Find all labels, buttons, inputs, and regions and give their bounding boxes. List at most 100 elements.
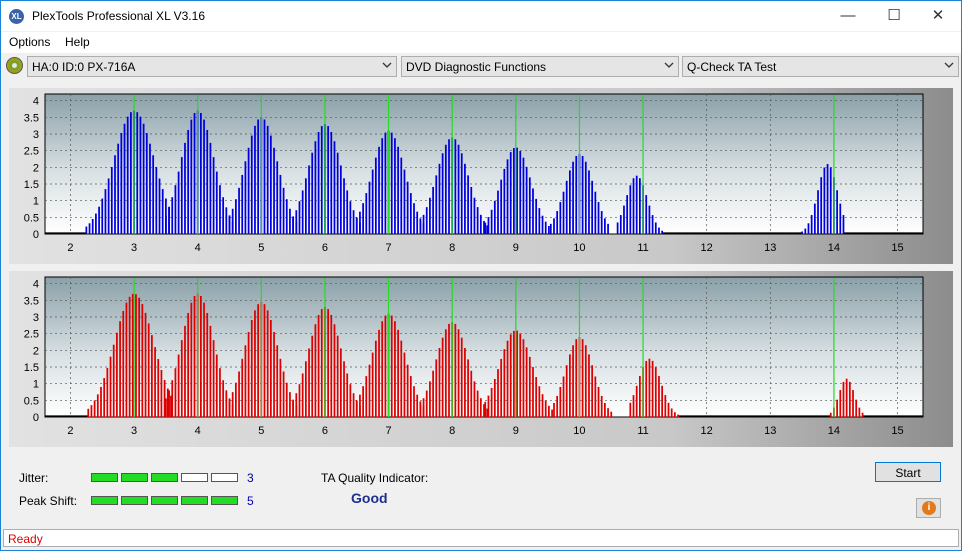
y-tick-label: 1 bbox=[33, 379, 39, 391]
histogram-bar bbox=[244, 345, 247, 417]
y-tick-label: 3 bbox=[33, 312, 39, 324]
histogram-bar bbox=[476, 207, 479, 234]
title-bar[interactable]: XL PlexTools Professional XL V3.16 — ☐ ✕ bbox=[1, 1, 961, 31]
histogram-bar bbox=[177, 171, 180, 234]
chevron-down-icon bbox=[944, 62, 954, 68]
histogram-bar bbox=[565, 365, 568, 417]
histogram-bar bbox=[639, 376, 641, 417]
histogram-bar bbox=[339, 165, 342, 234]
histogram-bar bbox=[487, 217, 490, 234]
histogram-bar bbox=[152, 155, 155, 234]
histogram-bar bbox=[572, 161, 574, 234]
x-tick-label: 7 bbox=[386, 242, 392, 254]
histogram-bar bbox=[626, 195, 629, 234]
histogram-bar bbox=[219, 185, 221, 234]
histogram-bar bbox=[575, 156, 578, 234]
histogram-bar bbox=[820, 177, 823, 234]
histogram-bar bbox=[569, 354, 571, 417]
histogram-bar bbox=[807, 223, 810, 234]
histogram-bar bbox=[457, 144, 460, 234]
histogram-bar bbox=[479, 398, 482, 417]
histogram-bar bbox=[200, 295, 202, 417]
x-tick-label: 6 bbox=[322, 242, 328, 254]
function-select[interactable]: DVD Diagnostic Functions bbox=[401, 56, 679, 77]
histogram-bar bbox=[238, 187, 240, 234]
histogram-bar bbox=[359, 211, 361, 234]
histogram-bar bbox=[327, 309, 329, 417]
histogram-bar bbox=[269, 319, 272, 417]
histogram-bar bbox=[371, 169, 374, 234]
histogram-bar bbox=[362, 203, 364, 234]
start-button[interactable]: Start bbox=[875, 462, 941, 482]
histogram-bar bbox=[158, 178, 161, 234]
histogram-bar bbox=[90, 405, 93, 417]
histogram-bar bbox=[493, 200, 496, 234]
histogram-bar bbox=[273, 147, 275, 234]
peak-shift-value: 5 bbox=[247, 494, 254, 508]
peak-shift-segment bbox=[151, 496, 178, 505]
histogram-bar bbox=[435, 359, 438, 417]
histogram-bar bbox=[266, 310, 269, 417]
x-tick-label: 4 bbox=[195, 425, 201, 437]
minimize-icon[interactable]: — bbox=[840, 7, 856, 24]
app-logo-icon: XL bbox=[9, 9, 24, 24]
histogram-bar bbox=[110, 167, 113, 234]
histogram-bar bbox=[298, 384, 301, 417]
histogram-bar bbox=[623, 205, 625, 234]
histogram-bar bbox=[314, 141, 317, 234]
y-tick-label: 3.5 bbox=[24, 112, 39, 124]
histogram-bar bbox=[166, 388, 169, 417]
menu-options[interactable]: Options bbox=[9, 35, 51, 49]
histogram-bar bbox=[378, 146, 380, 234]
close-icon[interactable]: ✕ bbox=[931, 7, 945, 24]
maximize-icon[interactable]: ☐ bbox=[887, 7, 901, 24]
menu-help[interactable]: Help bbox=[65, 35, 90, 49]
histogram-bar bbox=[464, 348, 466, 417]
histogram-bar bbox=[403, 352, 406, 417]
histogram-bar bbox=[123, 123, 126, 234]
histogram-bar bbox=[177, 354, 180, 417]
histogram-bar bbox=[390, 132, 393, 234]
x-tick-label: 9 bbox=[513, 425, 519, 437]
histogram-bar bbox=[180, 157, 183, 234]
x-tick-label: 7 bbox=[386, 425, 392, 437]
histogram-bar bbox=[203, 302, 205, 417]
window-title: PlexTools Professional XL V3.16 bbox=[32, 9, 205, 23]
histogram-bar bbox=[107, 178, 110, 234]
histogram-bar bbox=[836, 190, 838, 234]
histogram-bar bbox=[483, 220, 485, 234]
drive-select[interactable]: HA:0 ID:0 PX-716A bbox=[27, 56, 397, 77]
histogram-bar bbox=[559, 386, 562, 417]
histogram-bar bbox=[96, 394, 99, 417]
histogram-bar bbox=[266, 125, 269, 234]
histogram-bar bbox=[109, 356, 112, 417]
histogram-bar bbox=[219, 368, 221, 417]
histogram-bar bbox=[419, 404, 422, 417]
histogram-bar bbox=[231, 392, 234, 417]
histogram-bar bbox=[95, 213, 97, 234]
histogram-bar bbox=[600, 211, 603, 234]
histogram-bar bbox=[126, 116, 129, 234]
histogram-bar bbox=[301, 373, 304, 417]
histogram-bar bbox=[397, 146, 399, 234]
histogram-bar bbox=[670, 408, 673, 417]
histogram-bar bbox=[855, 399, 858, 417]
histogram-bar bbox=[209, 142, 212, 234]
histogram-bar bbox=[254, 310, 256, 417]
disc-drive-icon bbox=[6, 57, 23, 74]
histogram-bar bbox=[285, 199, 288, 234]
histogram-bar bbox=[250, 319, 253, 417]
test-select[interactable]: Q-Check TA Test bbox=[682, 56, 959, 77]
histogram-bar bbox=[138, 297, 141, 417]
histogram-bar bbox=[648, 358, 651, 417]
histogram-bar bbox=[516, 147, 518, 234]
histogram-bar bbox=[352, 393, 355, 417]
histogram-bar bbox=[136, 112, 139, 234]
y-tick-label: 1 bbox=[33, 196, 39, 208]
info-button[interactable]: i bbox=[916, 498, 941, 518]
peak-shift-segment bbox=[211, 496, 238, 505]
y-tick-label: 3.5 bbox=[24, 295, 39, 307]
histogram-bar bbox=[810, 215, 813, 234]
histogram-bar bbox=[538, 208, 541, 234]
histogram-bar bbox=[160, 370, 163, 417]
